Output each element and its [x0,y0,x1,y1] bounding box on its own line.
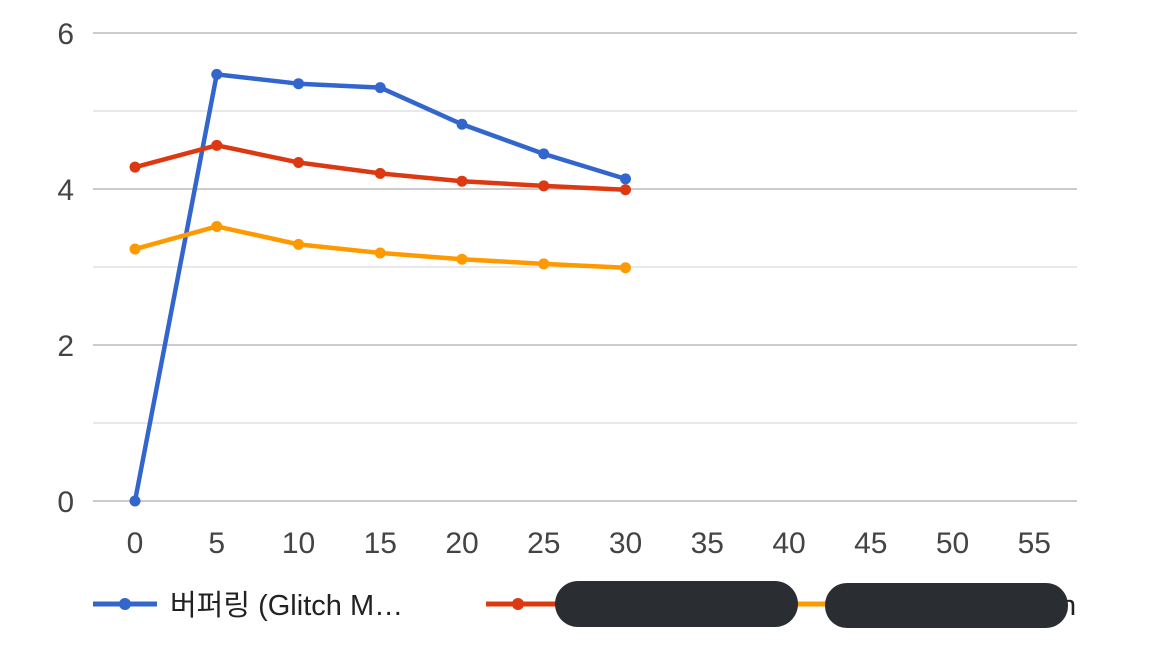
x-tick-label: 30 [609,527,642,560]
data-point[interactable] [129,495,141,507]
data-point[interactable] [374,82,386,94]
data-point[interactable] [620,184,631,196]
x-tick-label: 40 [772,527,805,560]
x-tick-label: 5 [208,527,225,560]
data-point[interactable] [456,118,468,130]
legend-label-series-1: 버퍼링 (Glitch M… [170,590,403,622]
legend-item-series-1[interactable]: 버퍼링 (Glitch M… [93,590,403,622]
data-point[interactable] [211,68,223,80]
x-tick-label: 15 [364,527,397,560]
data-point[interactable] [620,173,631,185]
y-axis-tick-labels: 0 2 4 6 [57,18,74,519]
series-line-1 [132,72,628,504]
x-axis-tick-labels: 0 5 10 15 20 25 30 35 40 45 50 55 [127,527,1051,560]
data-point[interactable] [538,148,550,160]
series-2 [129,139,631,196]
series-3 [129,220,631,274]
data-point[interactable] [538,258,550,270]
legend-marker-series-1 [119,598,131,610]
data-point[interactable] [293,156,304,168]
legend: 버퍼링 (Glitch M… n [93,581,1076,628]
data-point[interactable] [129,161,141,173]
y-tick-label: 6 [57,18,74,51]
redaction-block-1 [555,581,798,627]
x-tick-label: 25 [527,527,560,560]
data-point[interactable] [211,139,223,151]
data-point[interactable] [456,253,468,265]
data-point[interactable] [538,180,550,192]
data-point[interactable] [293,238,304,250]
legend-marker-series-2 [512,598,524,610]
data-point[interactable] [129,243,141,255]
data-point[interactable] [374,167,386,179]
series-line-2 [132,143,628,193]
data-point[interactable] [620,262,631,274]
x-tick-label: 50 [936,527,969,560]
data-point[interactable] [456,175,468,187]
data-point[interactable] [374,247,386,259]
x-tick-label: 10 [282,527,315,560]
x-tick-label: 45 [854,527,887,560]
x-tick-label: 0 [127,527,144,560]
data-point[interactable] [293,78,304,90]
data-point[interactable] [211,220,223,232]
y-tick-label: 2 [57,330,74,363]
x-tick-label: 35 [691,527,724,560]
y-tick-label: 4 [57,174,74,207]
x-tick-label: 55 [1018,527,1051,560]
series-1 [129,68,631,507]
x-tick-label: 20 [445,527,478,560]
redaction-block-2 [825,583,1068,628]
series-line-3 [132,224,628,271]
legend-item-series-2[interactable] [486,598,556,610]
series-lines [129,68,631,507]
y-tick-label: 0 [57,486,74,519]
